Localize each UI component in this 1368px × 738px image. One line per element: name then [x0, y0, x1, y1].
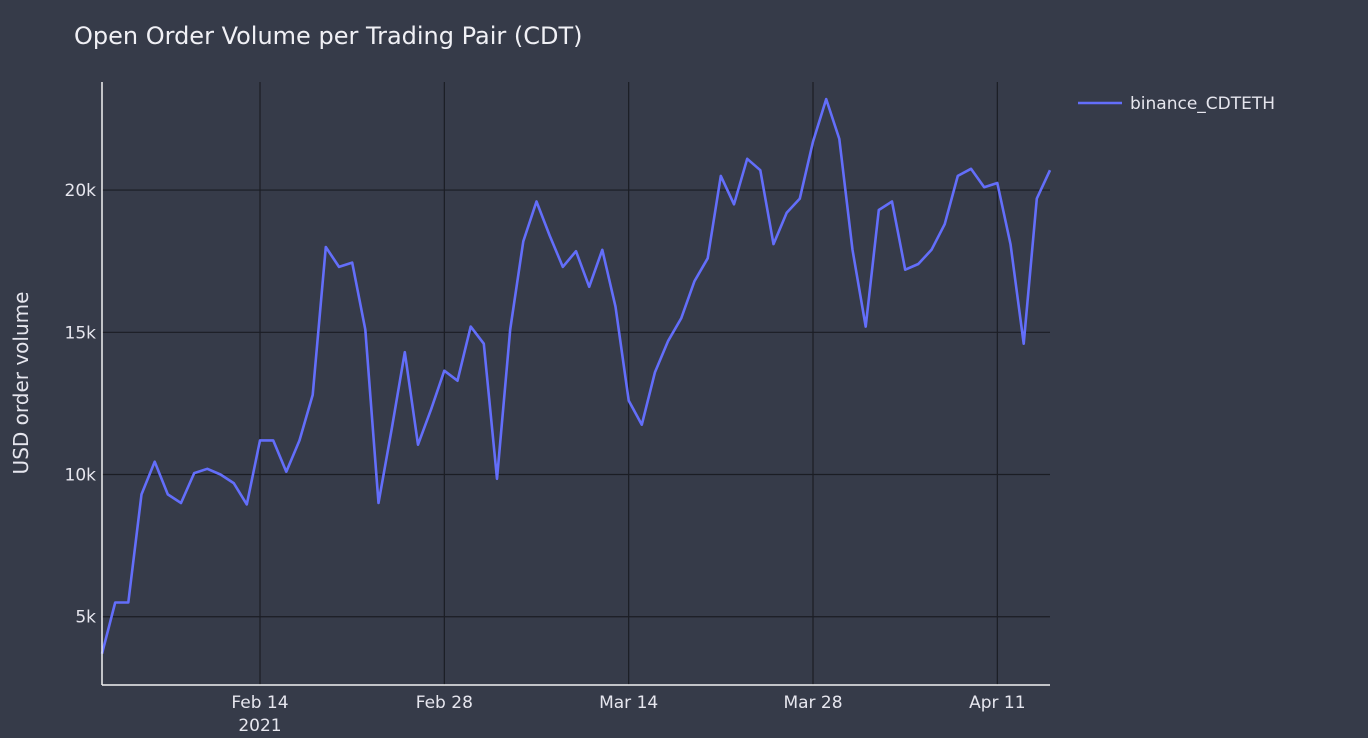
x-tick-labels: Feb 14 2021 Feb 28 Mar 14 Mar 28 Apr 11: [231, 693, 1025, 736]
y-tick-labels: 5k 10k 15k 20k: [65, 181, 97, 628]
x-tick-label-2: Mar 14: [599, 693, 658, 713]
series-line-binance-cdteth: [100, 97, 1052, 655]
x-tick-label-3: Mar 28: [783, 693, 842, 713]
legend-label: binance_CDTETH: [1130, 94, 1275, 114]
x-tick-label-1: Feb 28: [416, 693, 473, 713]
y-tick-label-2: 15k: [65, 323, 97, 343]
y-axis-label: USD order volume: [9, 292, 33, 475]
y-tick-label-1: 10k: [65, 466, 97, 486]
y-tick-label-3: 20k: [65, 181, 97, 201]
y-gridlines: [102, 189, 1050, 618]
x-tick-sublabel-0: 2021: [238, 716, 281, 736]
x-tick-label-0: Feb 14: [231, 693, 288, 713]
chart-title: Open Order Volume per Trading Pair (CDT): [74, 22, 583, 50]
x-tick-label-4: Apr 11: [969, 693, 1025, 713]
legend[interactable]: binance_CDTETH: [1078, 94, 1275, 114]
y-tick-label-0: 5k: [75, 608, 96, 628]
